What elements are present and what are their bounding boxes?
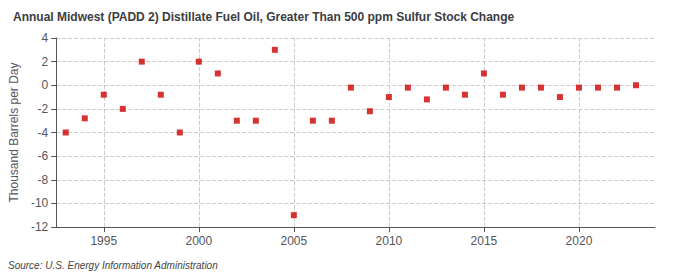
svg-text:-12: -12 bbox=[31, 220, 49, 234]
svg-text:2015: 2015 bbox=[471, 234, 498, 248]
svg-text:4: 4 bbox=[42, 31, 49, 45]
svg-text:-8: -8 bbox=[38, 173, 49, 187]
svg-text:-4: -4 bbox=[38, 126, 49, 140]
svg-text:Source: U.S. Energy Informatio: Source: U.S. Energy Information Administ… bbox=[8, 260, 218, 271]
svg-text:2000: 2000 bbox=[185, 234, 212, 248]
svg-text:2005: 2005 bbox=[280, 234, 307, 248]
svg-text:2020: 2020 bbox=[566, 234, 593, 248]
svg-text:0: 0 bbox=[42, 78, 49, 92]
svg-text:-2: -2 bbox=[38, 102, 49, 116]
svg-text:Annual Midwest (PADD 2) Distil: Annual Midwest (PADD 2) Distillate Fuel … bbox=[13, 10, 515, 24]
svg-text:Thousand Barrels per Day: Thousand Barrels per Day bbox=[7, 62, 21, 202]
svg-text:2: 2 bbox=[42, 55, 49, 69]
svg-text:-10: -10 bbox=[31, 196, 49, 210]
svg-text:1995: 1995 bbox=[90, 234, 117, 248]
svg-text:-6: -6 bbox=[38, 149, 49, 163]
svg-text:2010: 2010 bbox=[376, 234, 403, 248]
